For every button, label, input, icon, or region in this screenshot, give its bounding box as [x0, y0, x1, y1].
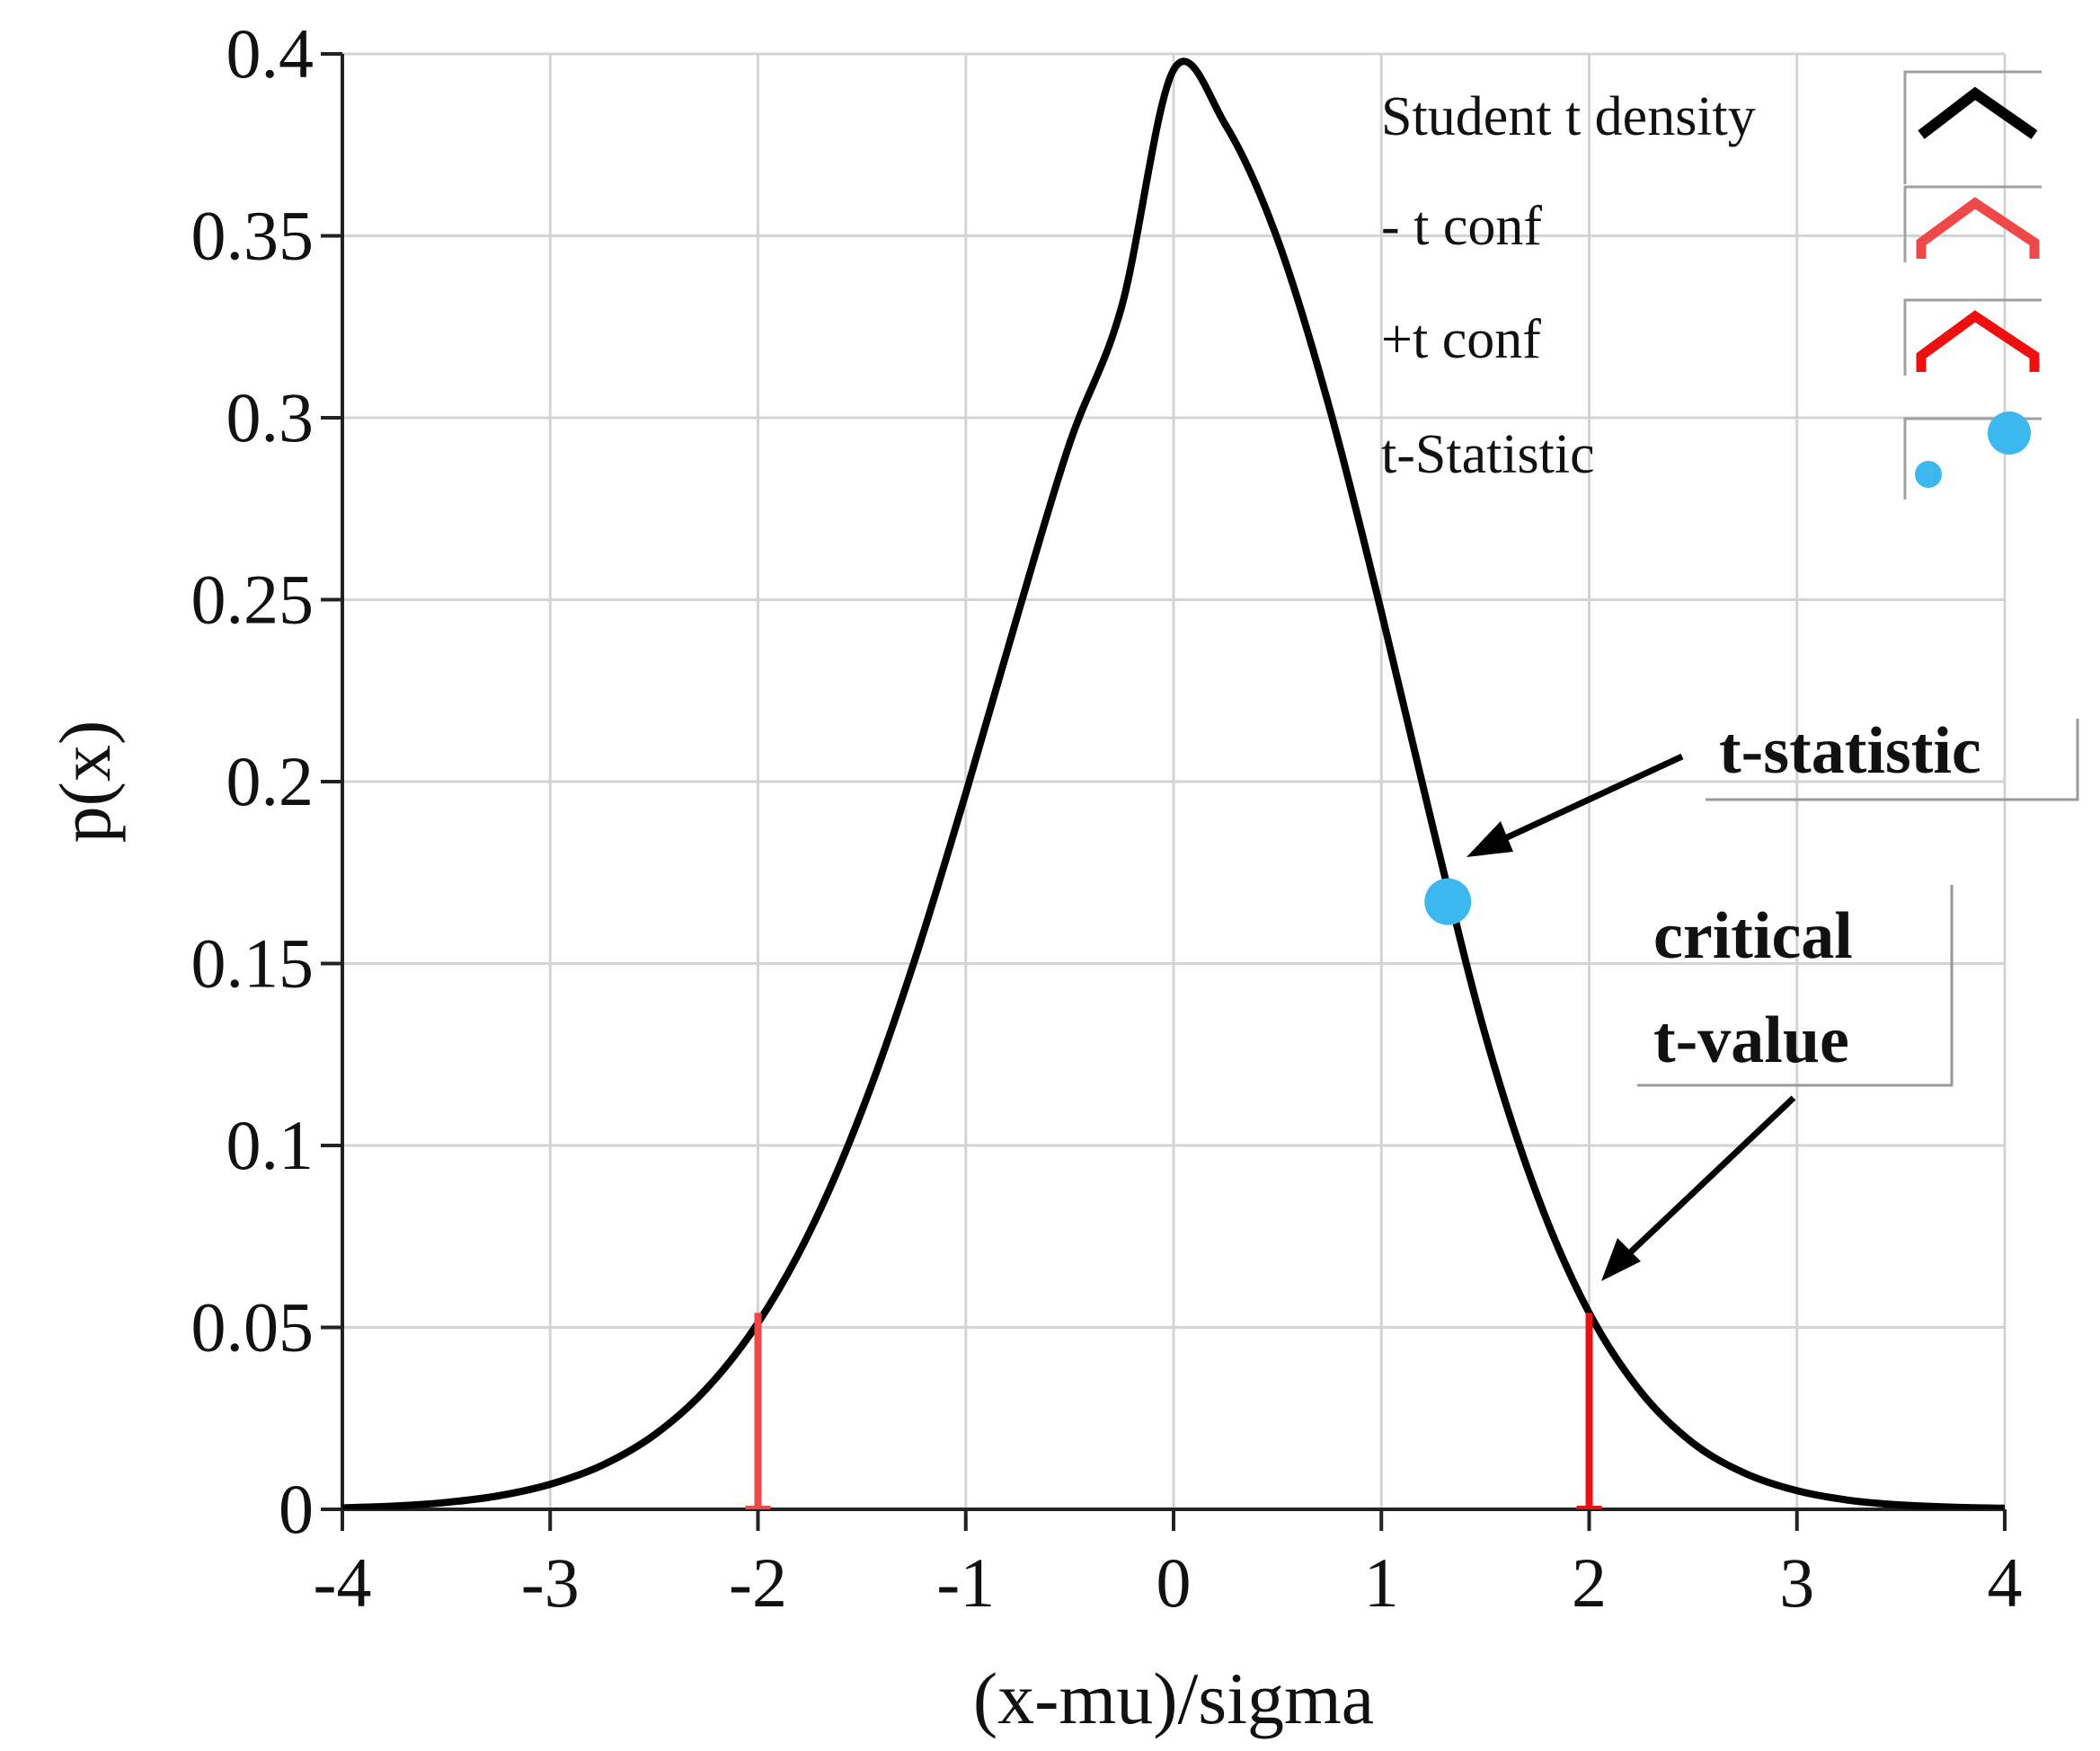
- x-tick-label: 4: [1988, 1543, 2023, 1622]
- x-tick-label: -4: [314, 1543, 372, 1622]
- x-tick-label: 3: [1779, 1543, 1814, 1622]
- annotation-box-border: [1637, 885, 1954, 1087]
- annotation-critical: critical t-value: [1601, 885, 1954, 1281]
- x-tick-label: -2: [729, 1543, 787, 1622]
- y-tick-label: 0.25: [191, 561, 315, 639]
- annotation-label-critical-line2: t-value: [1653, 1004, 1849, 1077]
- legend-swatch-frame: [1903, 185, 2042, 262]
- y-tick-label: 0.05: [191, 1288, 315, 1366]
- annotation-arrowhead-critical: [1601, 1238, 1641, 1281]
- x-axis-title: (x-mu)/sigma: [973, 1658, 1374, 1739]
- plot-area: [342, 57, 2005, 1509]
- legend-swatch-neg-conf: [1916, 197, 2040, 259]
- y-tick-label: 0.2: [226, 742, 315, 820]
- legend: Student t density - t conf +t conf t-Sta…: [1381, 70, 2042, 500]
- legend-entry-t-statistic: t-Statistic: [1381, 411, 2042, 500]
- y-ticks: 0 0.05 0.1 0.15 0.2 0.25 0.3 0.35 0.4: [191, 14, 342, 1548]
- x-tick-label: 0: [1156, 1543, 1192, 1622]
- legend-label-t-statistic: t-Statistic: [1381, 424, 1595, 485]
- y-tick-label: 0.15: [191, 924, 315, 1003]
- annotation-label-critical-line1: critical: [1653, 899, 1853, 973]
- annotation-t-statistic: t-statistic: [1466, 714, 2079, 857]
- legend-label-pos-conf: +t conf: [1381, 309, 1541, 370]
- legend-swatch-density: [1918, 86, 2038, 139]
- annotation-label-t-statistic: t-statistic: [1719, 714, 1981, 788]
- legend-entry-pos-conf: +t conf: [1381, 298, 2042, 376]
- annotation-box-border: [1706, 719, 2079, 801]
- t-statistic-point: [1424, 878, 1472, 925]
- y-tick-label: 0.3: [226, 378, 315, 456]
- grid: [341, 52, 2007, 1511]
- annotation-arrow-t-statistic: [1490, 753, 1684, 848]
- legend-label-neg-conf: - t conf: [1381, 196, 1542, 257]
- x-tick-label: -3: [521, 1543, 580, 1622]
- annotation-arrowhead-t-statistic: [1466, 821, 1513, 857]
- legend-swatch-frame: [1903, 298, 2042, 376]
- legend-swatch-frame: [1903, 70, 2042, 184]
- y-tick-label: 0.4: [226, 14, 315, 93]
- x-tick-label: 2: [1572, 1543, 1607, 1622]
- legend-entry-neg-conf: - t conf: [1381, 185, 2042, 262]
- legend-swatch-t-statistic: [1915, 461, 1942, 488]
- x-ticks: -4 -3 -2 -1 0 1 2 3 4: [314, 1509, 2023, 1622]
- annotations: t-statistic critical t-value: [1466, 714, 2079, 1281]
- annotation-arrow-critical: [1622, 1095, 1796, 1260]
- y-tick-label: 0.35: [191, 197, 315, 275]
- legend-label-density: Student t density: [1381, 86, 1756, 147]
- legend-swatch-pos-conf: [1916, 310, 2040, 372]
- y-tick-label: 0: [279, 1470, 314, 1548]
- legend-entry-density: Student t density: [1381, 70, 2042, 184]
- y-axis-title: p(x): [44, 721, 126, 844]
- legend-swatch-t-statistic: [1988, 411, 2031, 455]
- x-tick-label: 1: [1364, 1543, 1399, 1622]
- y-tick-label: 0.1: [226, 1106, 315, 1184]
- x-tick-label: -1: [936, 1543, 995, 1622]
- student-t-density-curve: [342, 57, 2005, 1509]
